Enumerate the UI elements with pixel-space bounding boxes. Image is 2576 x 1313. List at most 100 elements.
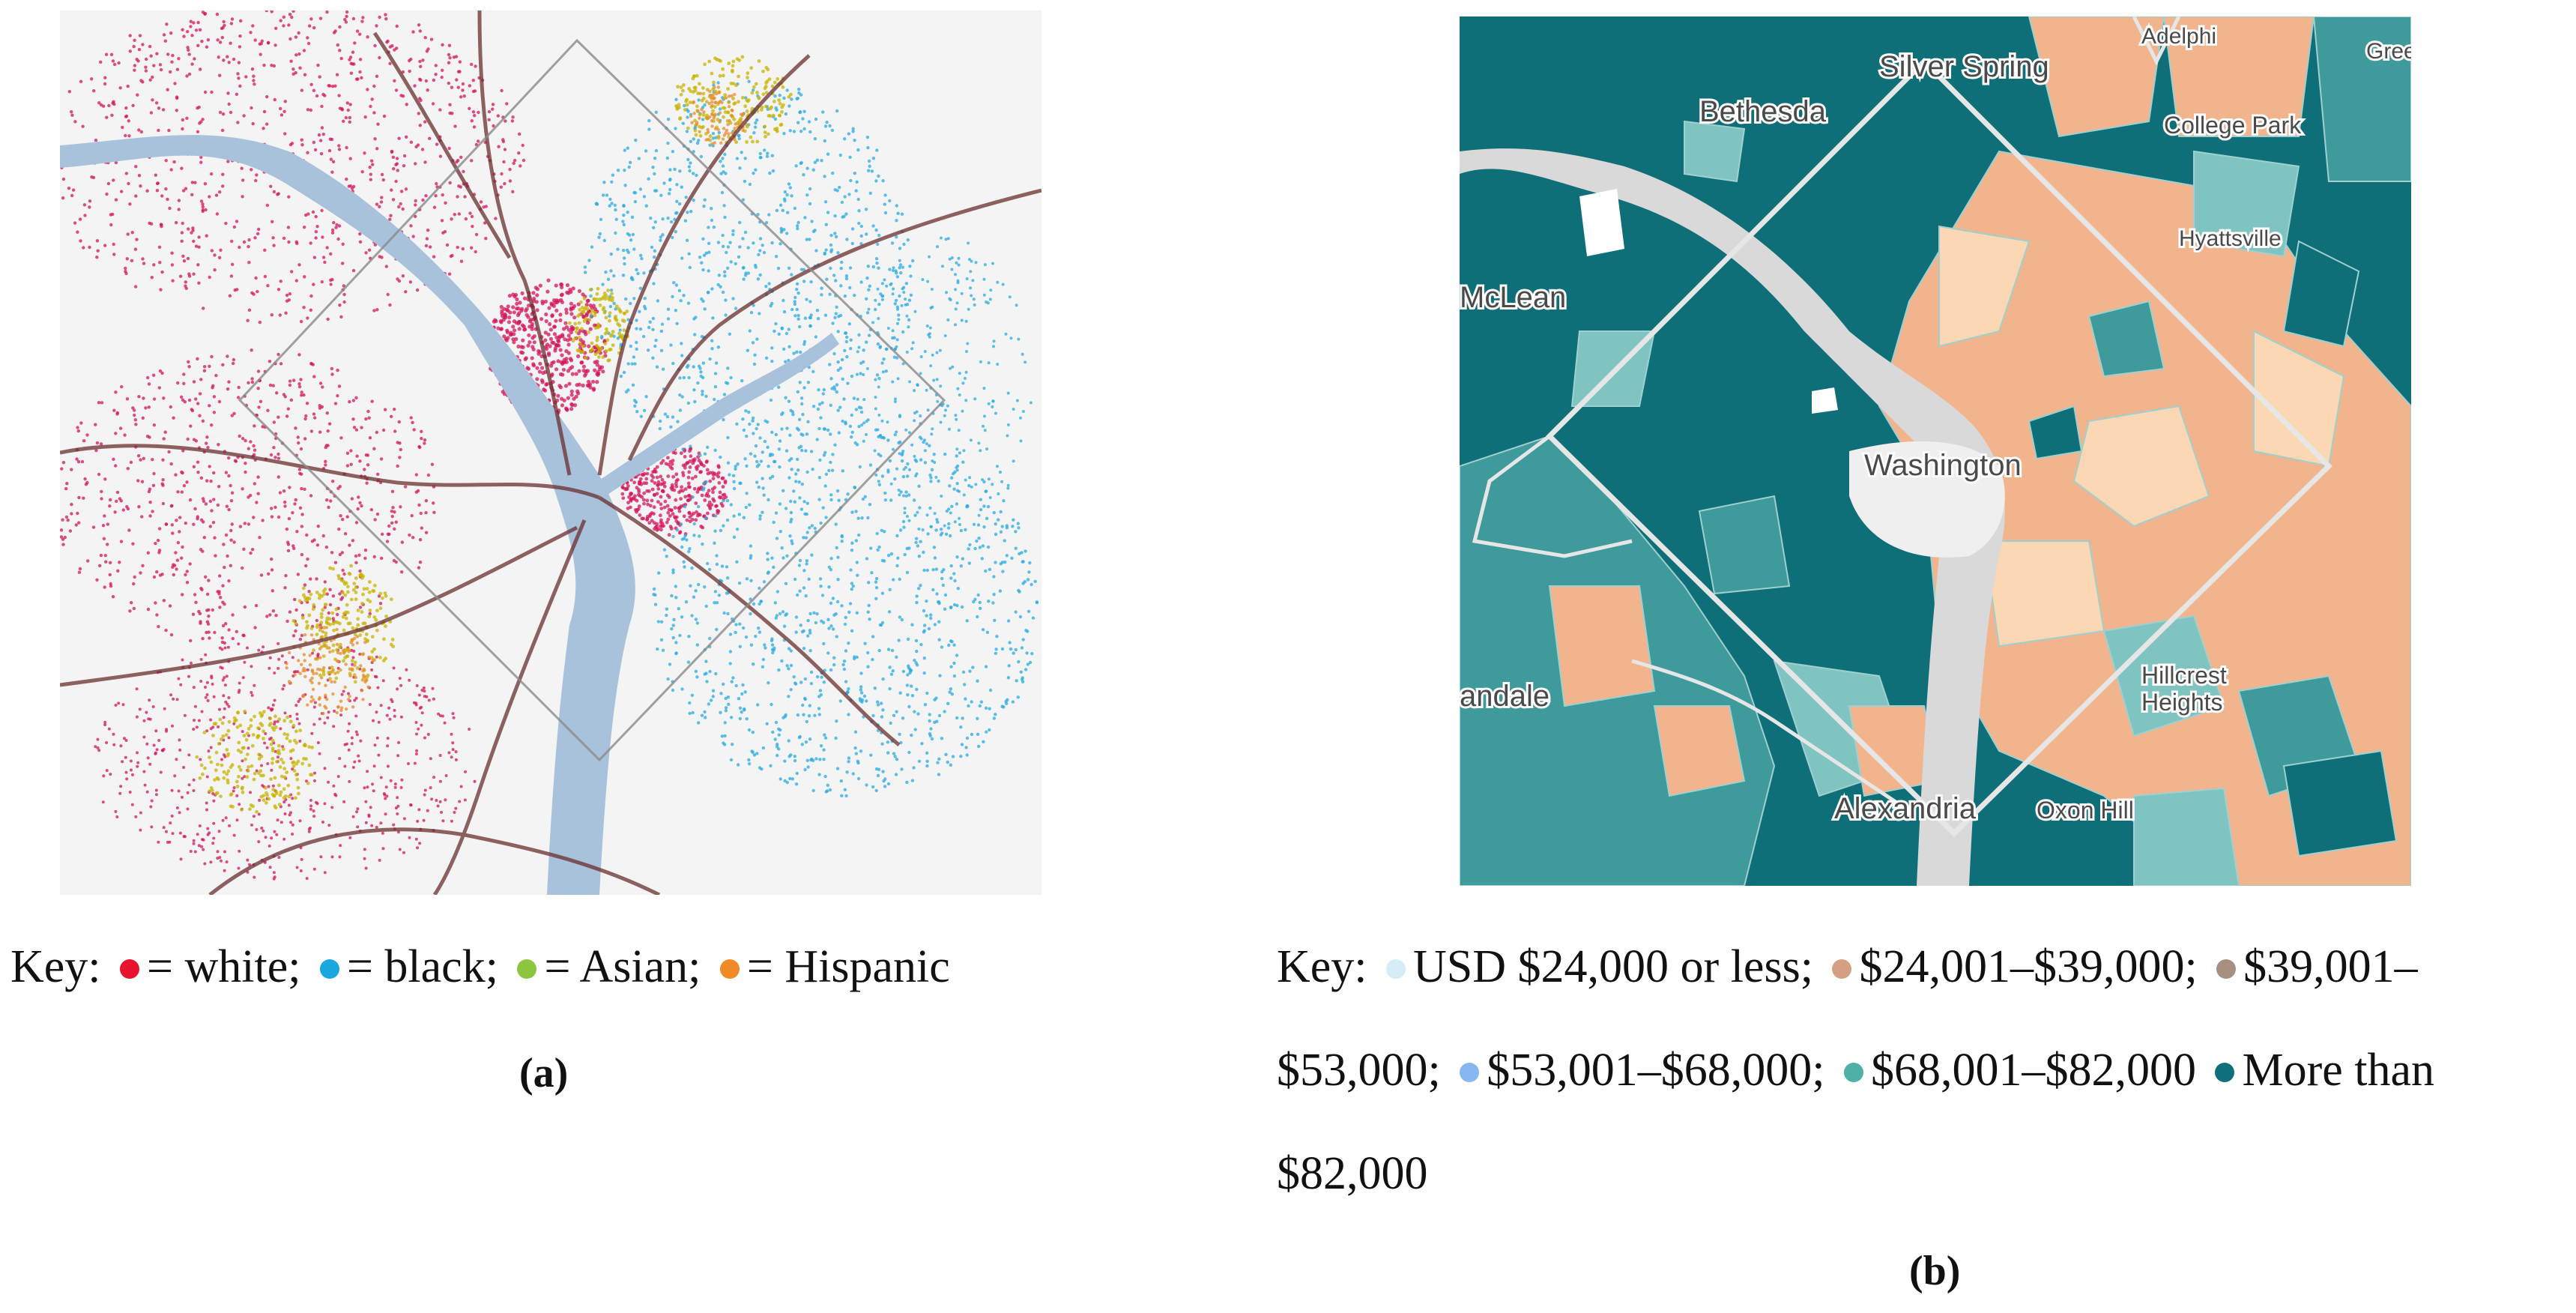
population-dot bbox=[426, 732, 430, 736]
population-dot bbox=[752, 432, 755, 435]
population-dot bbox=[755, 337, 759, 341]
population-dot bbox=[377, 594, 381, 598]
population-dot bbox=[443, 230, 447, 234]
population-dot bbox=[505, 328, 510, 333]
population-dot bbox=[902, 525, 906, 529]
population-dot bbox=[363, 786, 366, 790]
population-dot bbox=[587, 344, 591, 348]
population-dot bbox=[850, 588, 854, 591]
population-dot bbox=[351, 417, 355, 421]
population-dot bbox=[294, 629, 297, 633]
population-dot bbox=[551, 360, 556, 364]
population-dot bbox=[384, 13, 387, 16]
population-dot bbox=[781, 556, 785, 560]
population-dot bbox=[390, 514, 394, 519]
population-dot bbox=[126, 84, 130, 88]
population-dot bbox=[351, 268, 356, 273]
population-dot bbox=[848, 155, 852, 159]
population-dot bbox=[184, 573, 187, 577]
population-dot bbox=[726, 612, 730, 616]
population-dot bbox=[192, 438, 196, 441]
population-dot bbox=[358, 32, 362, 36]
population-dot bbox=[158, 573, 163, 577]
population-dot bbox=[167, 128, 171, 133]
population-dot bbox=[145, 742, 149, 746]
population-dot bbox=[303, 226, 306, 229]
population-dot bbox=[282, 683, 286, 687]
population-dot bbox=[642, 195, 647, 199]
population-dot bbox=[870, 571, 874, 575]
population-dot bbox=[708, 636, 712, 641]
population-dot bbox=[742, 277, 746, 281]
population-dot bbox=[686, 481, 691, 486]
population-dot bbox=[876, 703, 880, 707]
population-dot bbox=[740, 378, 744, 383]
population-dot bbox=[421, 58, 425, 62]
population-dot bbox=[351, 656, 355, 659]
population-dot bbox=[854, 752, 859, 755]
population-dot bbox=[638, 477, 643, 481]
population-dot bbox=[888, 665, 892, 669]
population-dot bbox=[288, 379, 292, 383]
population-dot bbox=[644, 204, 648, 208]
population-dot bbox=[716, 511, 720, 515]
population-dot bbox=[1007, 664, 1011, 668]
population-dot bbox=[820, 619, 823, 623]
population-dot bbox=[752, 172, 755, 175]
population-dot bbox=[909, 274, 913, 278]
population-dot bbox=[253, 448, 257, 452]
population-dot bbox=[894, 397, 897, 401]
population-dot bbox=[383, 793, 387, 797]
population-dot bbox=[450, 755, 453, 759]
population-dot bbox=[180, 239, 184, 243]
population-dot bbox=[163, 430, 167, 434]
population-dot bbox=[309, 798, 312, 802]
population-dot bbox=[622, 248, 626, 253]
population-dot bbox=[429, 757, 432, 761]
population-dot bbox=[880, 591, 885, 595]
population-dot bbox=[308, 24, 312, 28]
population-dot bbox=[130, 768, 133, 772]
population-dot bbox=[381, 847, 385, 851]
population-dot bbox=[203, 862, 207, 866]
population-dot bbox=[298, 637, 303, 642]
population-dot bbox=[711, 477, 716, 480]
population-dot bbox=[539, 317, 544, 322]
population-dot bbox=[579, 360, 584, 365]
population-dot bbox=[952, 603, 957, 607]
population-dot bbox=[826, 783, 829, 788]
population-dot bbox=[103, 585, 106, 589]
population-dot bbox=[714, 504, 718, 508]
population-dot bbox=[224, 221, 228, 226]
population-dot bbox=[204, 653, 208, 656]
population-dot bbox=[303, 437, 307, 441]
population-dot bbox=[865, 783, 868, 787]
population-dot bbox=[805, 193, 809, 197]
population-dot bbox=[149, 805, 153, 809]
population-dot bbox=[939, 384, 943, 388]
population-dot bbox=[250, 377, 254, 381]
population-dot bbox=[951, 755, 955, 758]
population-dot bbox=[629, 238, 633, 242]
population-dot bbox=[338, 552, 342, 557]
population-dot bbox=[212, 799, 216, 803]
population-dot bbox=[900, 304, 904, 307]
population-dot bbox=[255, 769, 258, 773]
population-dot bbox=[653, 157, 657, 160]
population-dot bbox=[290, 15, 294, 19]
population-dot bbox=[330, 231, 335, 235]
population-dot bbox=[150, 276, 154, 280]
population-dot bbox=[923, 461, 928, 465]
population-dot bbox=[147, 489, 151, 494]
population-dot bbox=[323, 721, 327, 725]
population-dot bbox=[185, 581, 190, 585]
population-dot bbox=[984, 706, 988, 710]
population-dot bbox=[734, 623, 738, 627]
population-dot bbox=[137, 505, 141, 509]
population-dot bbox=[837, 498, 841, 502]
population-dot bbox=[961, 716, 964, 720]
population-dot bbox=[126, 232, 130, 236]
population-dot bbox=[825, 120, 829, 124]
population-dot bbox=[309, 241, 312, 245]
population-dot bbox=[808, 704, 811, 707]
